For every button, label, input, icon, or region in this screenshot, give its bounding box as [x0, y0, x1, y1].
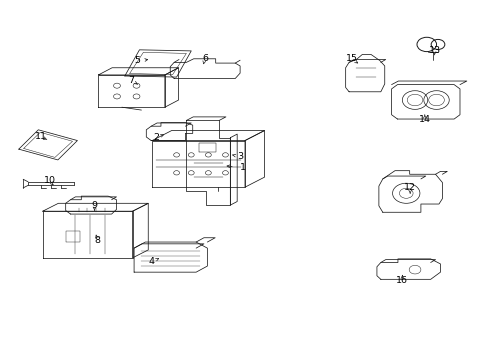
Text: 5: 5 — [135, 57, 141, 66]
Text: 7: 7 — [129, 76, 135, 85]
Text: 1: 1 — [240, 163, 245, 172]
Text: 3: 3 — [237, 152, 243, 161]
Text: 6: 6 — [202, 54, 208, 63]
Text: 2: 2 — [153, 133, 159, 142]
Text: 16: 16 — [396, 276, 408, 285]
Text: 12: 12 — [404, 183, 416, 192]
Text: 4: 4 — [148, 257, 154, 266]
Text: 13: 13 — [429, 46, 441, 55]
Text: 15: 15 — [345, 54, 358, 63]
Text: 9: 9 — [92, 201, 98, 210]
Text: 8: 8 — [95, 236, 100, 245]
Text: 10: 10 — [44, 176, 55, 185]
Text: 11: 11 — [35, 132, 47, 141]
Text: 14: 14 — [419, 115, 431, 124]
